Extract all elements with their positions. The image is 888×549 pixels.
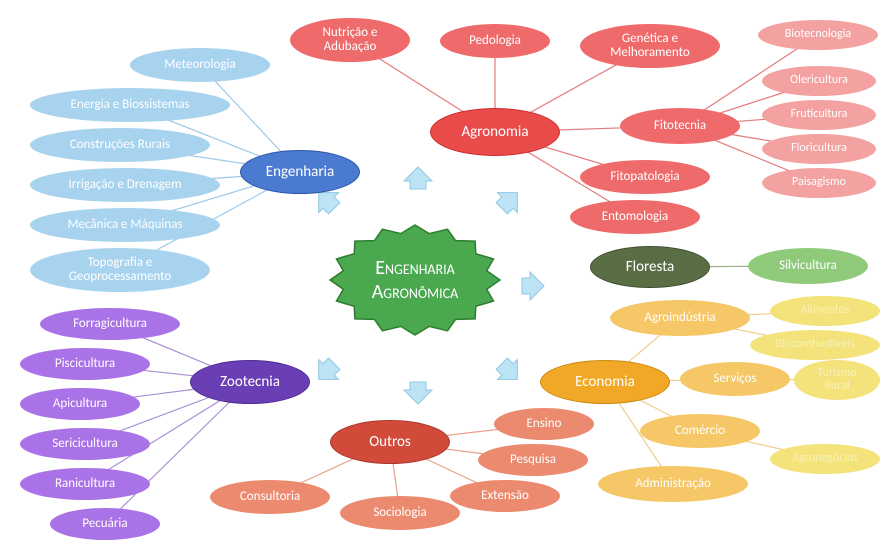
child-node: Fitopatologia [580,160,710,194]
child-node: Sociologia [340,496,460,530]
leaf-node: Agronegócios [770,444,880,474]
branch-zootecnia: Zootecnia [190,360,310,404]
child-node: Extensão [450,480,560,512]
leaf-node: Olericultura [762,66,876,96]
arrow-6 [309,354,344,389]
child-node: Nutrição e Adubação [290,18,410,62]
child-node: Agroindústria [610,300,750,336]
arrow-4 [492,354,527,389]
branch-floresta: Floresta [590,246,710,288]
child-node: Irrigação e Drenagem [30,168,220,202]
leaf-node: Biotecnologia [758,20,878,50]
branch-engenharia: Engenharia [240,150,360,194]
child-node: Topografia e Geoprocessamento [30,248,210,292]
child-node: Construções Rurais [30,128,210,162]
child-node: Sericicultura [20,428,150,460]
child-node: Apicultura [20,388,140,420]
branch-outros: Outros [330,420,450,464]
arrow-5 [404,382,432,404]
arrow-1 [404,167,432,189]
child-node: Ranicultura [20,468,150,500]
child-node: Ensino [494,408,594,440]
child-node: Serviços [680,362,790,396]
child-node: Forragicultura [40,308,180,340]
leaf-node: Fruticultura [762,100,876,130]
child-node: Administração [598,466,748,502]
leaf-node: Alimentos [770,296,880,326]
child-node: Piscicultura [20,348,150,380]
leaf-node: Turismo Rural [794,360,880,400]
child-node: Pesquisa [478,444,588,476]
child-node: Pecuária [50,508,160,540]
leaf-node: Floricultura [762,134,876,164]
child-node: Genética e Melhoramento [580,24,720,68]
child-node: Consultoria [210,480,330,514]
child-node: Fitotecnia [620,108,740,144]
child-node: Comércio [640,414,760,448]
child-node: Energia e Biossistemas [30,88,230,122]
arrow-3 [522,272,544,300]
child-node: Entomologia [570,200,700,234]
child-node: Meteorologia [130,48,270,82]
child-node: Mecânica e Máquinas [30,208,220,242]
child-node: Silvicultura [748,248,868,284]
center-label: Engenharia Agronômica [330,225,500,335]
leaf-node: Paisagismo [762,168,876,198]
branch-agronomia: Agronomia [430,108,560,156]
child-node: Pedologia [440,24,550,58]
arrow-2 [492,183,527,218]
branch-economia: Economia [540,360,670,404]
leaf-node: Biocombustíveis [750,330,880,360]
